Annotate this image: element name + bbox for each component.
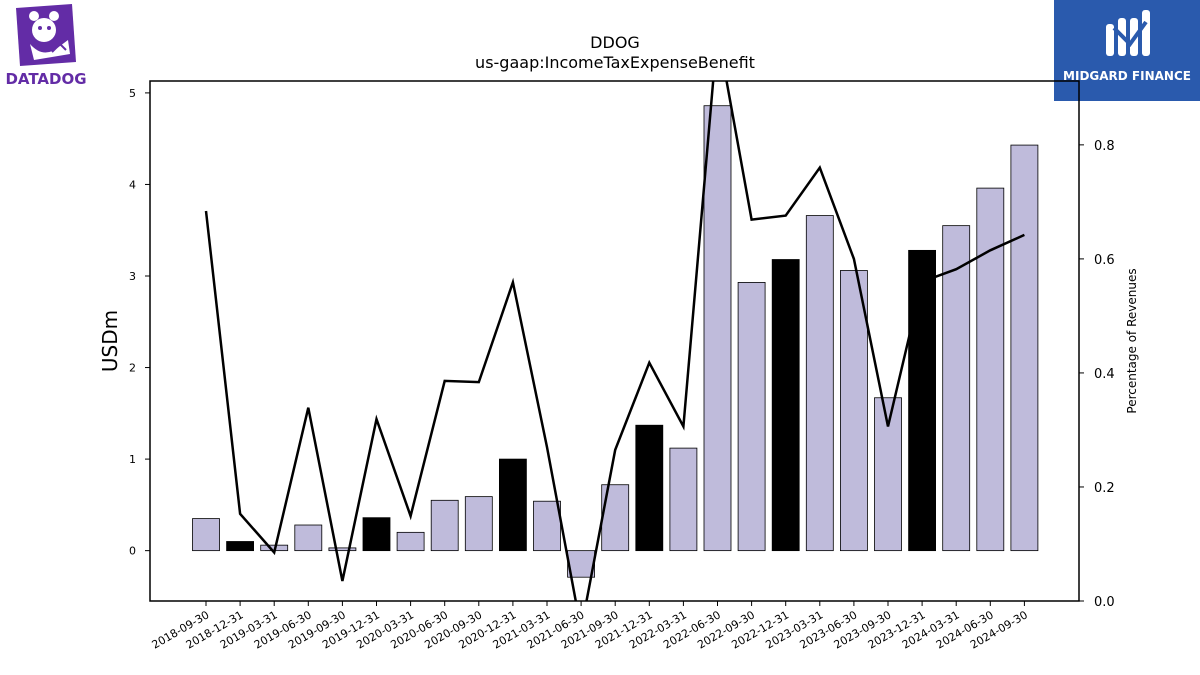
datadog-wordmark: DATADOG	[5, 70, 87, 88]
bar-2019-12-31	[362, 517, 391, 552]
bar-2022-12-31	[771, 259, 800, 552]
bar-2024-09-30	[1010, 144, 1039, 552]
bar-2021-12-31	[635, 424, 664, 552]
bar-2019-09-30	[328, 547, 357, 552]
bar-2020-06-30	[430, 499, 459, 552]
bar-2023-12-31	[908, 249, 936, 552]
y-tick-label: 2	[129, 362, 136, 375]
bar-2020-12-31	[498, 458, 527, 552]
chart-title: DDOG	[590, 33, 640, 52]
bar-2022-09-30	[737, 282, 766, 552]
y-tick-label: 0	[129, 545, 136, 558]
midgard-wordmark: MIDGARD FINANCE	[1063, 69, 1191, 83]
bar-2023-03-31	[805, 215, 834, 552]
y2-tick-label: 0.4	[1094, 367, 1115, 382]
midgard-finance-logo: MIDGARD FINANCE	[1054, 0, 1200, 101]
y-tick-label: 5	[129, 87, 136, 100]
bar-2021-03-31	[533, 500, 561, 552]
bar-2018-12-31	[226, 541, 255, 552]
bar-2018-09-30	[192, 518, 220, 552]
datadog-dog-icon	[16, 4, 76, 66]
bar-2024-03-31	[942, 225, 971, 552]
y2-tick-label: 0.2	[1094, 481, 1115, 496]
y-axis-label: USDm	[98, 310, 122, 372]
y2-axis-label: Percentage of Revenues	[1125, 268, 1139, 413]
y-tick-label: 1	[129, 453, 136, 466]
bar-2020-03-31	[396, 531, 425, 552]
revenue-percentage-line	[204, 81, 1025, 601]
datadog-logo: DATADOG	[4, 4, 88, 88]
chart-subtitle: us-gaap:IncomeTaxExpenseBenefit	[475, 53, 755, 72]
y-tick-label: 4	[129, 178, 136, 191]
plot-frame	[149, 80, 1080, 602]
bar-2019-06-30	[294, 524, 323, 552]
bar-2022-06-30	[703, 105, 732, 552]
y-tick-label: 3	[129, 270, 136, 283]
bar-2020-09-30	[464, 496, 493, 552]
y2-tick-label: 0.6	[1094, 253, 1115, 268]
y2-tick-label: 0.0	[1094, 595, 1115, 610]
bar-2024-06-30	[976, 187, 1005, 552]
bar-2023-06-30	[840, 270, 868, 552]
midgard-emblem-icon	[1106, 10, 1150, 56]
bar-2022-03-31	[669, 447, 698, 552]
y2-tick-label: 0.8	[1094, 139, 1115, 154]
